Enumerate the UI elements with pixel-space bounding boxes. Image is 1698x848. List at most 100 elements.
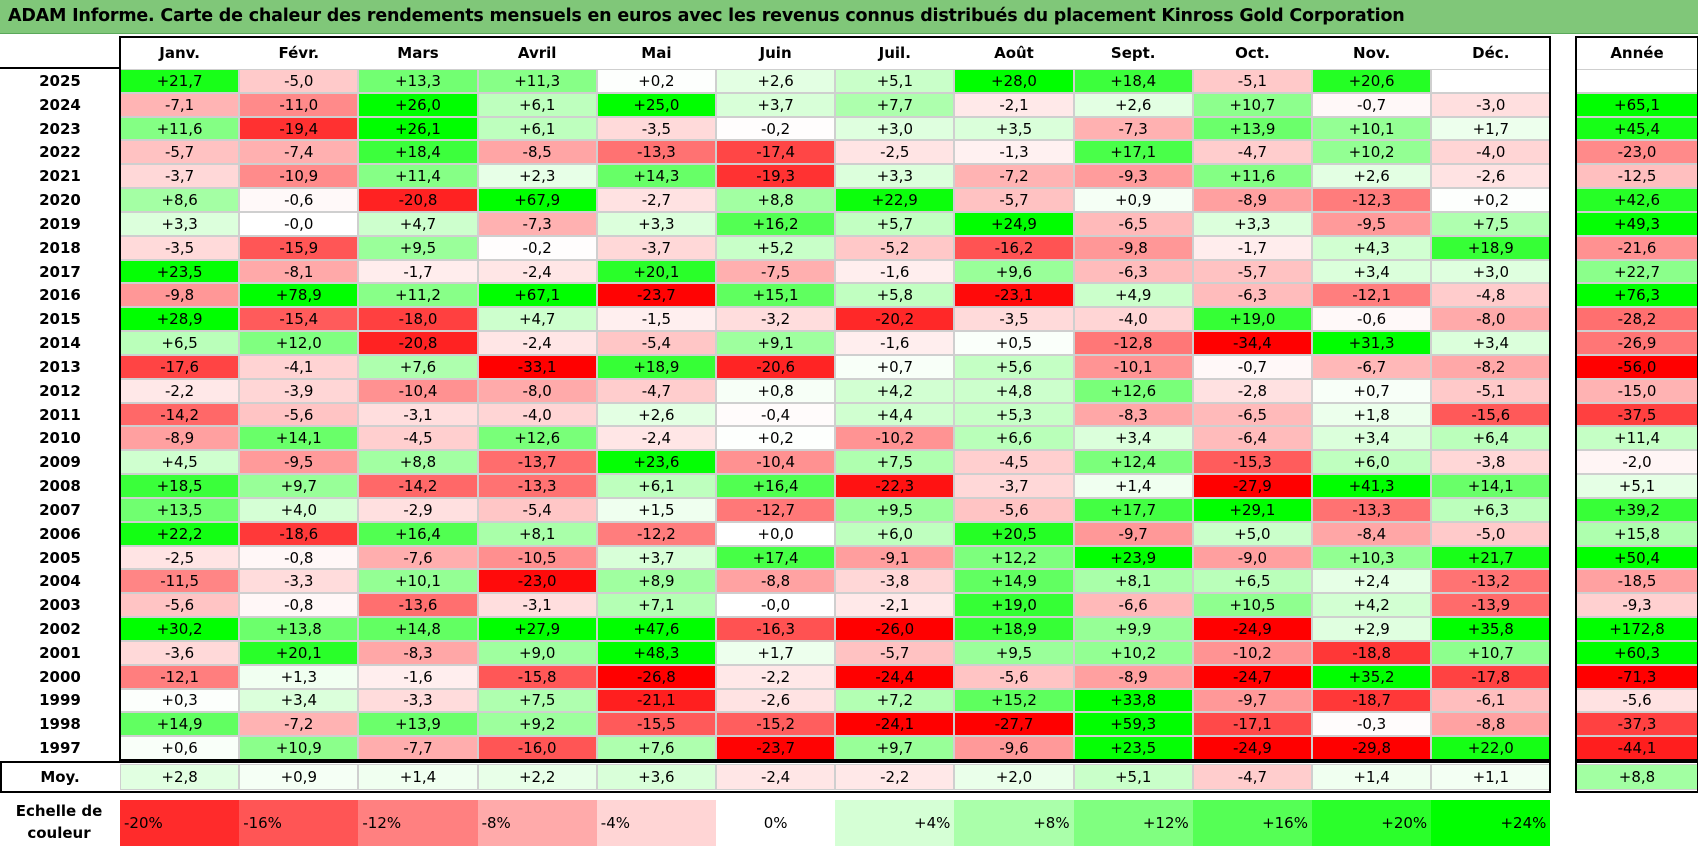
heatmap-cell: +9,7: [239, 474, 359, 498]
heatmap-cell: -18,7: [1312, 688, 1432, 713]
month-header: Juin: [759, 44, 792, 62]
month-header: Oct.: [1235, 44, 1270, 62]
heatmap-cell: +9,9: [1073, 617, 1193, 641]
title-bar: ADAM Informe. Carte de chaleur des rende…: [0, 0, 1698, 34]
year-label: 2004: [39, 572, 81, 591]
heatmap-cell: -11,5: [120, 569, 240, 594]
heatmap-cell: -22,3: [835, 474, 955, 498]
average-cell: +0,9: [239, 764, 359, 790]
heatmap-cell: -8,9: [1073, 664, 1193, 689]
heatmap-cell: +10,1: [1312, 116, 1432, 141]
annual-cell: -5,6: [1576, 688, 1698, 713]
heatmap-cell: -1,7: [358, 259, 478, 284]
heatmap-cell: +7,2: [835, 688, 955, 713]
heatmap-cell: +29,1: [1192, 497, 1312, 522]
heatmap-cell: -10,4: [716, 450, 836, 475]
heatmap-cell: -8,4: [1312, 521, 1432, 546]
heatmap-cell: +8,6: [120, 188, 240, 212]
heatmap-cell: -9,5: [1312, 211, 1432, 236]
heatmap-cell: -8,9: [120, 426, 240, 451]
heatmap-cell: -4,8: [1431, 283, 1551, 308]
year-label: 2007: [39, 500, 81, 519]
heatmap-cell: -5,7: [1192, 259, 1312, 284]
heatmap-cell: +3,3: [1192, 211, 1312, 236]
heatmap-cell: +3,3: [596, 211, 716, 236]
heatmap-cell: -5,4: [477, 497, 597, 522]
heatmap-cell: -15,2: [716, 712, 836, 737]
heatmap-cell: -7,3: [1073, 116, 1193, 141]
year-label: 2023: [39, 119, 81, 138]
heatmap-cell: +59,3: [1073, 712, 1193, 737]
heatmap-cell: -4,5: [358, 426, 478, 451]
heatmap-cell: +3,4: [1431, 331, 1551, 355]
heatmap-cell: +7,7: [835, 92, 955, 117]
heatmap-cell: -13,2: [1431, 569, 1551, 594]
color-scale-step: -16%: [239, 800, 359, 846]
year-label: 2000: [39, 667, 81, 686]
annual-cell: [1576, 69, 1698, 93]
heatmap-cell: +3,4: [1312, 426, 1432, 451]
annual-cell: +11,4: [1576, 426, 1698, 451]
annual-cell: -21,6: [1576, 235, 1698, 260]
heatmap-cell: +0,9: [1073, 188, 1193, 212]
heatmap-cell: +23,5: [120, 259, 240, 284]
heatmap-cell: -16,0: [477, 736, 597, 761]
heatmap-cell: +0,6: [120, 736, 240, 761]
heatmap-cell: +20,6: [1312, 69, 1432, 93]
heatmap-cell: +6,1: [477, 116, 597, 141]
year-label: 2001: [39, 643, 81, 662]
heatmap-cell: +11,4: [358, 164, 478, 189]
heatmap-cell: -7,3: [477, 211, 597, 236]
heatmap-cell: -16,3: [716, 617, 836, 641]
heatmap-cell: -8,8: [716, 569, 836, 594]
heatmap-cell: -13,6: [358, 593, 478, 618]
heatmap-cell: +4,7: [477, 307, 597, 332]
heatmap-cell: -9,5: [239, 450, 359, 475]
average-cell: -4,7: [1192, 764, 1312, 790]
heatmap-cell: +13,8: [239, 617, 359, 641]
heatmap-cell: -7,2: [954, 164, 1074, 189]
heatmap-cell: -3,6: [120, 640, 240, 665]
heatmap-cell: +1,7: [1431, 116, 1551, 141]
year-label: 2014: [39, 334, 81, 353]
heatmap-cell: +11,2: [358, 283, 478, 308]
heatmap-cell: -27,9: [1192, 474, 1312, 498]
heatmap-cell: +11,6: [120, 116, 240, 141]
heatmap-cell: -9,0: [1192, 545, 1312, 570]
color-scale-step: +12%: [1073, 800, 1193, 846]
heatmap-cell: +2,6: [1073, 92, 1193, 117]
heatmap-cell: +2,4: [1312, 569, 1432, 594]
year-label: 2016: [39, 286, 81, 305]
heatmap-cell: -5,1: [1431, 378, 1551, 403]
year-label: 2012: [39, 381, 81, 400]
average-cell: +1,4: [1312, 764, 1432, 790]
heatmap-cell: -13,3: [1312, 497, 1432, 522]
annual-cell: -56,0: [1576, 354, 1698, 379]
heatmap-cell: -0,7: [1192, 354, 1312, 379]
heatmap-cell: +7,5: [477, 688, 597, 713]
heatmap-cell: +5,0: [1192, 521, 1312, 546]
heatmap-cell: -26,0: [835, 617, 955, 641]
year-label: 2002: [39, 619, 81, 638]
heatmap-cell: -2,5: [120, 545, 240, 570]
heatmap-cell: +10,1: [358, 569, 478, 594]
annual-cell: +60,3: [1576, 640, 1698, 665]
heatmap-cell: +4,3: [1312, 235, 1432, 260]
heatmap-cell: +10,9: [239, 736, 359, 761]
heatmap-cell: -3,5: [120, 235, 240, 260]
annual-cell: +22,7: [1576, 259, 1698, 284]
heatmap-cell: -13,7: [477, 450, 597, 475]
heatmap-cell: -17,6: [120, 354, 240, 379]
average-cell: +3,6: [596, 764, 716, 790]
heatmap-cell: -9,8: [1073, 235, 1193, 260]
annual-cell: +76,3: [1576, 283, 1698, 308]
heatmap-cell: +15,2: [954, 688, 1074, 713]
heatmap-cell: +24,9: [954, 211, 1074, 236]
heatmap-cell: -24,9: [1192, 617, 1312, 641]
heatmap-cell: -27,7: [954, 712, 1074, 737]
heatmap-cell: +11,6: [1192, 164, 1312, 189]
heatmap-cell: -6,5: [1073, 211, 1193, 236]
year-label: 2019: [39, 214, 81, 233]
heatmap-cell: -16,2: [954, 235, 1074, 260]
